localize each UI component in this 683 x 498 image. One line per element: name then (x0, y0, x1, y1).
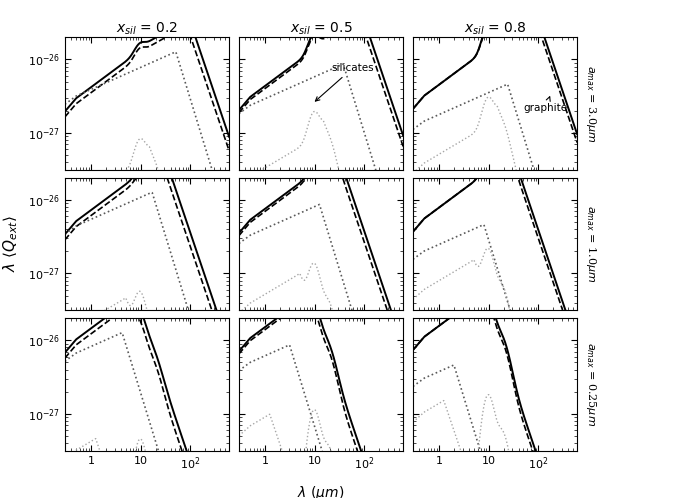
Text: silicates: silicates (316, 63, 374, 101)
Text: $a_{max}$ = 3.0$\mu m$: $a_{max}$ = 3.0$\mu m$ (584, 65, 598, 142)
Text: $a_{max}$ = 1.0$\mu m$: $a_{max}$ = 1.0$\mu m$ (584, 205, 598, 283)
Text: graphite: graphite (523, 97, 568, 113)
Text: $\lambda\ \langle Q_{ext}\rangle$: $\lambda\ \langle Q_{ext}\rangle$ (1, 216, 20, 272)
Title: $x_{sil}$ = 0.8: $x_{sil}$ = 0.8 (464, 21, 527, 37)
Text: $a_{max}$ = 0.25$\mu m$: $a_{max}$ = 0.25$\mu m$ (584, 342, 598, 426)
Title: $x_{sil}$ = 0.2: $x_{sil}$ = 0.2 (116, 21, 178, 37)
Title: $x_{sil}$ = 0.5: $x_{sil}$ = 0.5 (290, 21, 352, 37)
Text: $\lambda\ (\mu m)$: $\lambda\ (\mu m)$ (297, 484, 345, 498)
